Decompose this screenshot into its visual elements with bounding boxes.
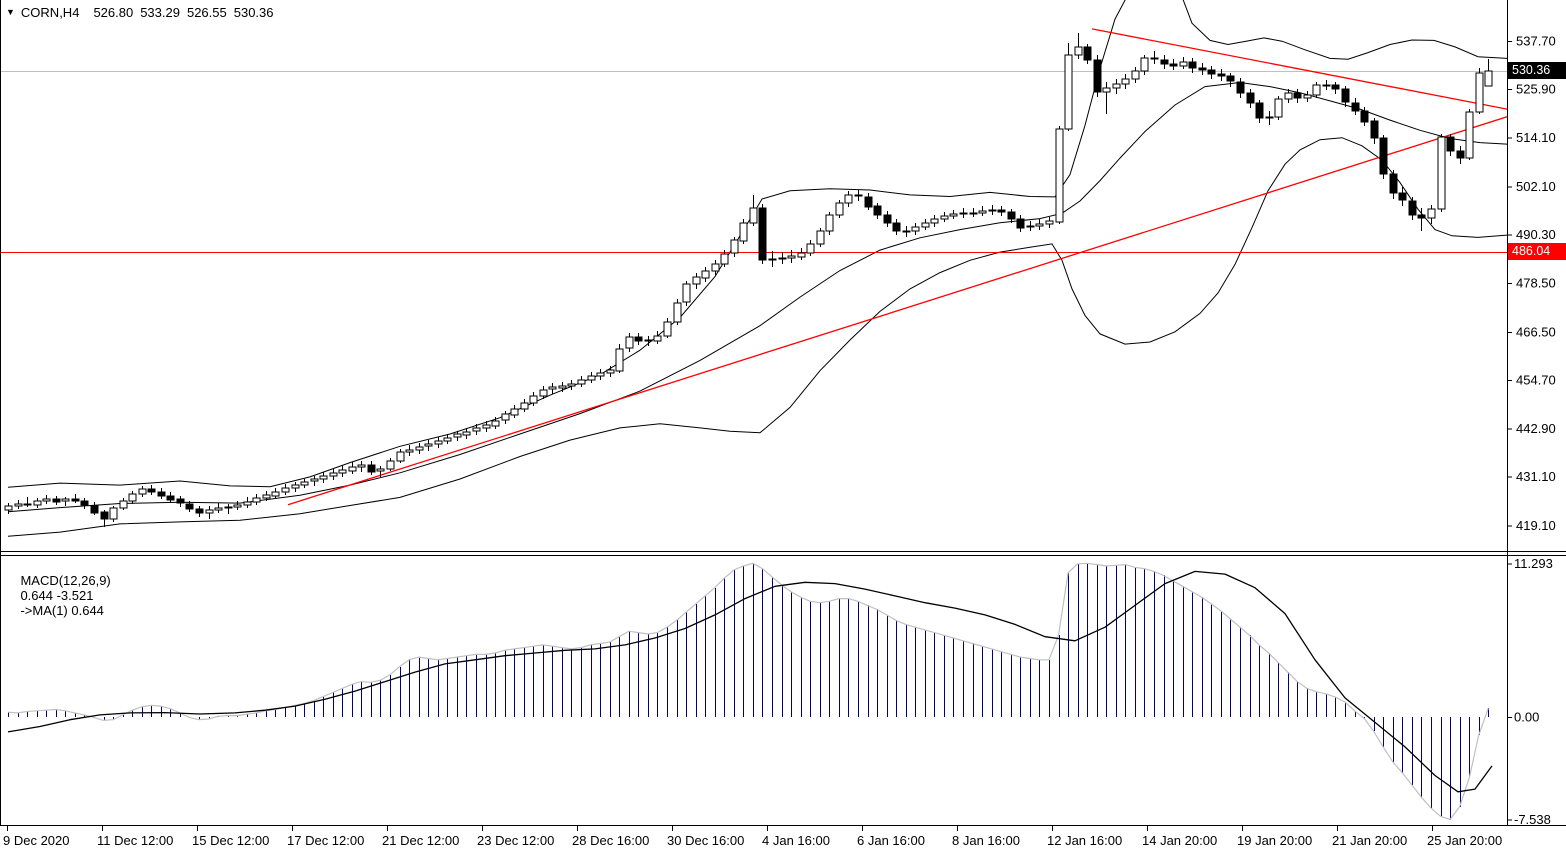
svg-text:478.50: 478.50 xyxy=(1516,275,1556,290)
macd-signal-line xyxy=(7,570,1493,793)
macd-ma-label: ->MA(1) 0.644 xyxy=(20,603,104,618)
svg-text:442.90: 442.90 xyxy=(1516,421,1556,436)
macd-axis[interactable]: 11.293 0.00 -7.538 xyxy=(1507,556,1553,827)
last-price-badge: 530.36 xyxy=(1508,62,1566,79)
price-axis[interactable]: 537.70 525.90 514.10 502.10 490.30 478.50 466.… xyxy=(1507,33,1556,533)
svg-text:525.90: 525.90 xyxy=(1516,82,1556,97)
svg-text:9 Dec 2020: 9 Dec 2020 xyxy=(3,833,70,848)
down-triangle-icon: ▼ xyxy=(6,6,15,17)
svg-text:8 Jan 16:00: 8 Jan 16:00 xyxy=(952,833,1020,848)
ohlc-open: 526.80 xyxy=(93,5,134,20)
bollinger-lower-line xyxy=(7,137,1507,537)
svg-text:19 Jan 20:00: 19 Jan 20:00 xyxy=(1237,833,1312,848)
svg-text:490.30: 490.30 xyxy=(1516,227,1556,242)
svg-text:11 Dec 12:00: 11 Dec 12:00 xyxy=(97,833,173,848)
macd-histogram xyxy=(8,563,1489,820)
trendline-ascending[interactable] xyxy=(287,116,1507,506)
svg-text:454.70: 454.70 xyxy=(1516,373,1556,388)
price-panel[interactable] xyxy=(0,0,1508,537)
macd-values: 0.644 -3.521 xyxy=(20,588,94,603)
macd-indicator-label: MACD(12,26,9) 0.644 -3.521 ->MA(1) 0.644 xyxy=(6,558,119,633)
level-price-badge: 486.04 xyxy=(1508,243,1566,260)
symbol-period-label: CORN,H4 xyxy=(20,5,80,20)
svg-text:466.50: 466.50 xyxy=(1516,324,1556,339)
svg-text:6 Jan 16:00: 6 Jan 16:00 xyxy=(857,833,925,848)
svg-text:21 Jan 20:00: 21 Jan 20:00 xyxy=(1332,833,1407,848)
svg-text:419.10: 419.10 xyxy=(1516,518,1556,533)
ohlc-low: 526.55 xyxy=(186,5,227,20)
svg-text:21 Dec 12:00: 21 Dec 12:00 xyxy=(382,833,459,848)
svg-text:30 Dec 16:00: 30 Dec 16:00 xyxy=(667,833,744,848)
svg-text:11.293: 11.293 xyxy=(1514,556,1553,571)
svg-text:28 Dec 16:00: 28 Dec 16:00 xyxy=(572,833,649,848)
svg-text:-7.538: -7.538 xyxy=(1514,812,1551,827)
svg-text:514.10: 514.10 xyxy=(1516,130,1556,145)
svg-text:23 Dec 12:00: 23 Dec 12:00 xyxy=(477,833,554,848)
bollinger-middle-line xyxy=(7,81,1507,513)
ohlc-high: 533.29 xyxy=(140,5,180,20)
svg-text:0.00: 0.00 xyxy=(1514,709,1539,724)
time-axis[interactable]: 9 Dec 2020 11 Dec 12:00 15 Dec 12:00 17 Dec… xyxy=(3,826,1502,848)
svg-text:537.70: 537.70 xyxy=(1516,33,1556,48)
svg-text:14 Jan 20:00: 14 Jan 20:00 xyxy=(1142,833,1217,848)
trendline-descending[interactable] xyxy=(1091,28,1507,110)
macd-name: MACD(12,26,9) xyxy=(20,573,111,588)
svg-text:431.10: 431.10 xyxy=(1516,469,1556,484)
svg-text:17 Dec 12:00: 17 Dec 12:00 xyxy=(287,833,364,848)
macd-panel[interactable] xyxy=(7,562,1493,821)
svg-text:12 Jan 16:00: 12 Jan 16:00 xyxy=(1047,833,1122,848)
symbol-title: ▼ CORN,H4 526.80 533.29 526.55 530.36 xyxy=(6,5,281,20)
ohlc-close: 530.36 xyxy=(233,5,274,20)
bollinger-upper-line xyxy=(7,0,1507,488)
macd-line xyxy=(7,562,1489,821)
svg-text:15 Dec 12:00: 15 Dec 12:00 xyxy=(192,833,269,848)
svg-text:502.10: 502.10 xyxy=(1516,179,1556,194)
svg-text:4 Jan 16:00: 4 Jan 16:00 xyxy=(762,833,830,848)
svg-text:25 Jan 20:00: 25 Jan 20:00 xyxy=(1427,833,1502,848)
candles-layer xyxy=(4,33,1493,527)
